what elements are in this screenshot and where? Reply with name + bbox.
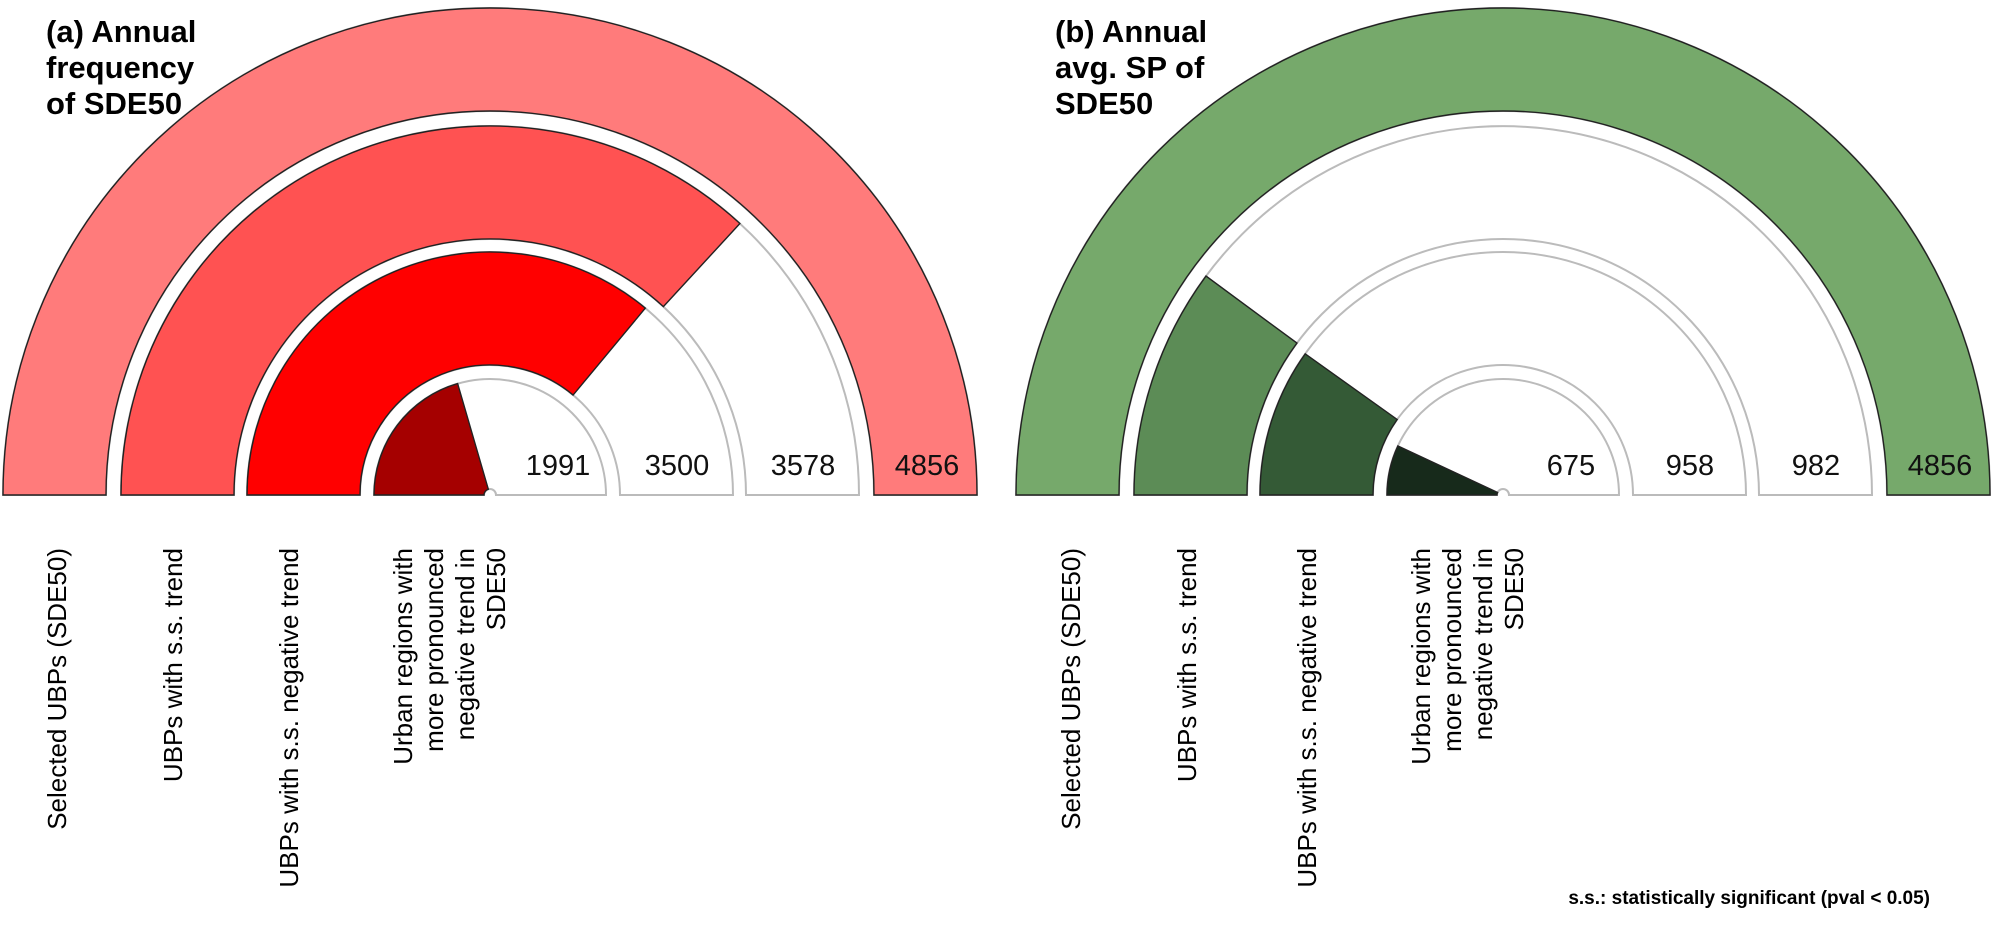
ring-track bbox=[1385, 378, 1621, 496]
value-label: 958 bbox=[1666, 450, 1714, 482]
value-label: 3500 bbox=[645, 450, 710, 482]
ring-bar bbox=[1133, 275, 1298, 496]
category-label: UBPs with s.s. trend bbox=[1172, 548, 1202, 782]
chart-title-line: of SDE50 bbox=[46, 86, 182, 121]
value-label: 675 bbox=[1547, 450, 1595, 482]
value-label: 4856 bbox=[895, 450, 960, 482]
value-label: 4856 bbox=[1908, 450, 1973, 482]
ring-bar bbox=[120, 125, 741, 496]
chart-title-line: (a) Annual bbox=[46, 14, 196, 49]
ring-bar bbox=[1259, 352, 1399, 496]
category-label: UBPs with s.s. trend bbox=[158, 548, 188, 782]
category-label: UBPs with s.s. negative trend bbox=[274, 548, 304, 888]
chart-title-line: avg. SP of bbox=[1055, 50, 1205, 85]
category-label: Urban regions withmore pronouncednegativ… bbox=[388, 548, 511, 765]
category-label: Selected UBPs (SDE50) bbox=[1056, 548, 1086, 830]
ring-bar bbox=[1015, 7, 1991, 496]
ring-bar bbox=[2, 7, 978, 496]
footnote: s.s.: statistically significant (pval < … bbox=[1568, 888, 1930, 909]
value-label: 3578 bbox=[771, 450, 836, 482]
chart-title-line: SDE50 bbox=[1055, 86, 1153, 121]
ring-bar bbox=[373, 382, 490, 496]
value-label: 1991 bbox=[526, 450, 591, 482]
ring-track bbox=[1132, 125, 1874, 496]
category-label: Urban regions withmore pronouncednegativ… bbox=[1406, 548, 1529, 765]
category-label: Selected UBPs (SDE50) bbox=[42, 548, 72, 830]
chart-title-line: (b) Annual bbox=[1055, 14, 1207, 49]
ring-bar bbox=[1386, 445, 1499, 496]
chart-title-line: frequency bbox=[46, 50, 195, 85]
category-label: UBPs with s.s. negative trend bbox=[1292, 548, 1322, 888]
ring-bar bbox=[246, 251, 647, 496]
value-label: 982 bbox=[1792, 450, 1840, 482]
